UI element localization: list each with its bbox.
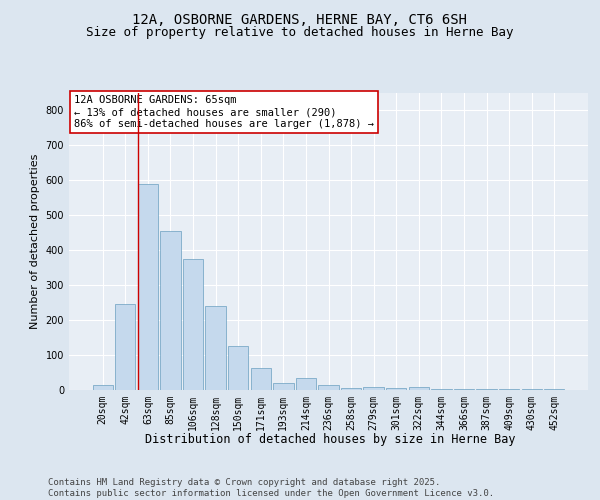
Bar <box>296 378 316 390</box>
Text: Contains HM Land Registry data © Crown copyright and database right 2025.
Contai: Contains HM Land Registry data © Crown c… <box>48 478 494 498</box>
Text: Distribution of detached houses by size in Herne Bay: Distribution of detached houses by size … <box>145 432 515 446</box>
Bar <box>160 231 181 390</box>
Bar <box>183 259 203 390</box>
Text: Size of property relative to detached houses in Herne Bay: Size of property relative to detached ho… <box>86 26 514 39</box>
Text: 12A OSBORNE GARDENS: 65sqm
← 13% of detached houses are smaller (290)
86% of sem: 12A OSBORNE GARDENS: 65sqm ← 13% of deta… <box>74 96 374 128</box>
Bar <box>205 306 226 390</box>
Bar <box>476 389 497 390</box>
Bar <box>431 388 452 390</box>
Bar <box>454 389 474 390</box>
Bar <box>544 389 565 390</box>
Bar <box>364 386 384 390</box>
Bar <box>386 388 406 390</box>
Bar <box>319 386 338 390</box>
Y-axis label: Number of detached properties: Number of detached properties <box>30 154 40 329</box>
Bar <box>228 346 248 390</box>
Bar <box>92 385 113 390</box>
Bar <box>409 387 429 390</box>
Text: 12A, OSBORNE GARDENS, HERNE BAY, CT6 6SH: 12A, OSBORNE GARDENS, HERNE BAY, CT6 6SH <box>133 12 467 26</box>
Bar <box>341 388 361 390</box>
Bar <box>251 368 271 390</box>
Bar <box>115 304 136 390</box>
Bar <box>273 383 293 390</box>
Bar <box>138 184 158 390</box>
